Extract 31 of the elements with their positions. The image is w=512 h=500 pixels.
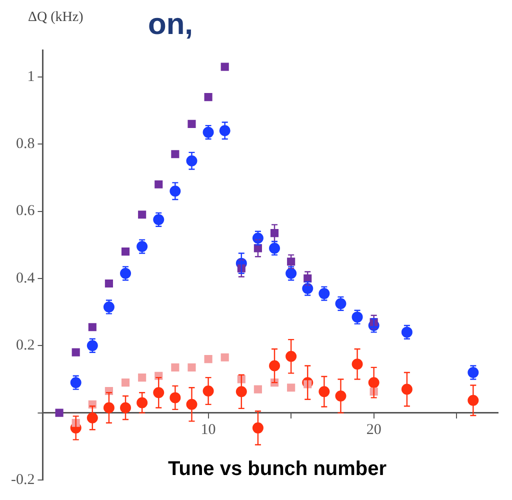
point — [121, 248, 130, 256]
annotation: Tune vs bunch number — [168, 458, 387, 481]
point — [220, 353, 229, 362]
y-tick-label: -0.2 — [10, 472, 35, 488]
y-tick-label: 1 — [27, 68, 35, 85]
point — [287, 384, 296, 392]
point — [72, 348, 80, 356]
point — [55, 408, 64, 417]
point — [252, 422, 264, 434]
point — [171, 363, 180, 372]
text: on, — [148, 8, 193, 42]
point — [121, 378, 130, 387]
point — [104, 279, 113, 288]
point — [138, 374, 146, 382]
y-tick-label: 0.2 — [16, 338, 35, 354]
point — [154, 180, 163, 188]
y-tick-label: 0.4 — [16, 270, 36, 286]
x-tick-label: 10 — [200, 422, 216, 438]
point — [188, 363, 196, 372]
point — [220, 62, 229, 71]
point — [171, 150, 180, 158]
point — [138, 210, 146, 219]
point — [204, 355, 212, 364]
y-tick-label: 0.6 — [16, 203, 36, 220]
point — [254, 385, 262, 394]
y-axis-title: ΔQ (kHz) — [28, 10, 84, 26]
x-tick-label: 20 — [366, 422, 382, 438]
point — [188, 120, 196, 128]
point — [204, 92, 212, 102]
y-tick-label: 0.8 — [16, 136, 35, 152]
point — [88, 323, 96, 332]
